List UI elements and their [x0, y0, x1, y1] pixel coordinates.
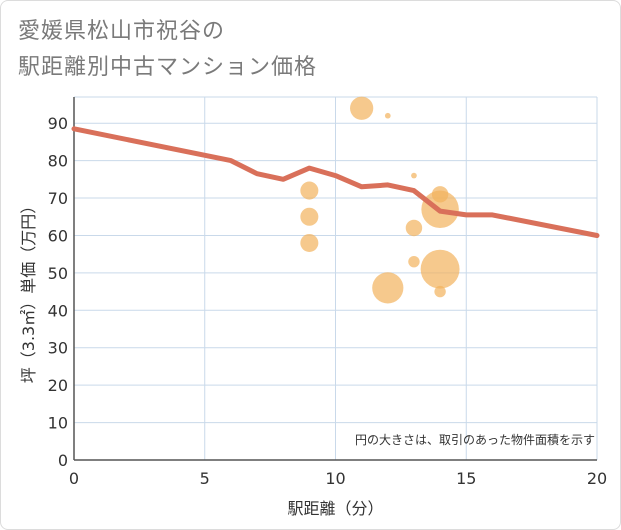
x-tick-label: 10: [325, 469, 345, 488]
data-bubble: [350, 96, 374, 120]
y-tick-label: 20: [48, 376, 68, 395]
y-tick-label: 90: [48, 114, 68, 133]
data-bubble: [420, 249, 460, 289]
data-bubble: [372, 272, 404, 304]
data-bubble: [300, 207, 319, 226]
y-axis-title: 坪（3.3㎡）単価（万円）: [19, 198, 38, 383]
bubble-series: [300, 96, 460, 304]
data-bubble: [384, 112, 391, 119]
chart-title-line-1: 愛媛県松山市祝谷の: [18, 19, 226, 44]
chart-title: 愛媛県松山市祝谷の 駅距離別中古マンション価格: [18, 14, 578, 86]
data-bubble: [411, 172, 417, 179]
trend-line-series: [71, 126, 600, 238]
tick-labels: 0 5 10 15 20 0 10 20 30 40 50 60 70 80 90: [48, 114, 608, 488]
y-tick-label: 10: [48, 414, 68, 433]
y-tick-label: 80: [48, 152, 68, 171]
y-tick-label: 50: [48, 264, 68, 283]
y-tick-label: 0: [58, 451, 68, 470]
x-tick-label: 0: [69, 469, 79, 488]
y-tick-label: 70: [48, 189, 68, 208]
chart-title-line-2: 駅距離別中古マンション価格: [18, 55, 318, 80]
x-tick-label: 20: [587, 469, 607, 488]
grid-lines: [74, 96, 598, 460]
data-bubble: [408, 255, 420, 268]
axes: [73, 97, 597, 461]
data-bubble: [300, 181, 319, 200]
data-bubble: [434, 285, 446, 298]
y-tick-label: 60: [48, 226, 68, 245]
data-bubble: [405, 219, 423, 237]
x-tick-label: 15: [456, 469, 476, 488]
trend-line: [71, 126, 600, 238]
bubble-size-note: 円の大きさは、取引のあった物件面積を示す: [355, 432, 595, 447]
x-tick-label: 5: [200, 469, 210, 488]
y-tick-label: 40: [48, 301, 68, 320]
y-tick-label: 30: [48, 339, 68, 358]
x-axis-title: 駅距離（分）: [287, 499, 383, 518]
data-bubble: [300, 233, 319, 252]
